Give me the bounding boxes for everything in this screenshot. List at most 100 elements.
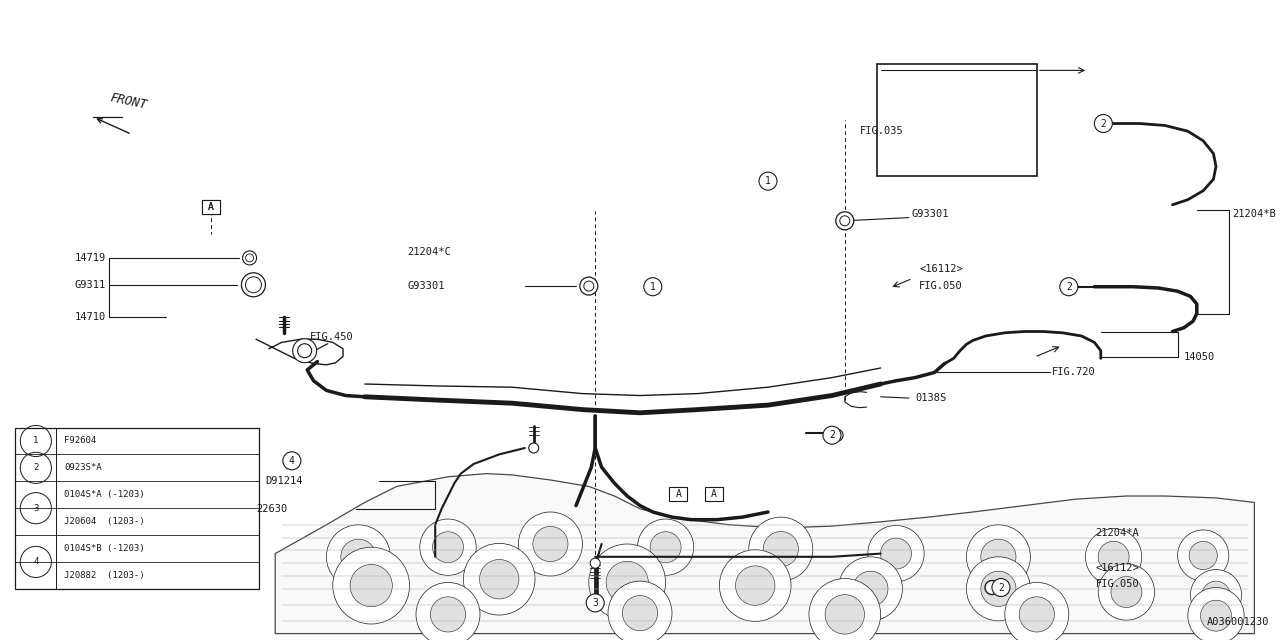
Bar xyxy=(877,64,1037,176)
Circle shape xyxy=(586,594,604,612)
Circle shape xyxy=(1178,530,1229,581)
Text: 1: 1 xyxy=(650,282,655,292)
Circle shape xyxy=(1098,541,1129,572)
Text: 14710: 14710 xyxy=(74,312,105,322)
Circle shape xyxy=(607,561,649,604)
Text: 14050: 14050 xyxy=(1184,352,1215,362)
Circle shape xyxy=(590,558,600,568)
Circle shape xyxy=(1085,529,1142,585)
Circle shape xyxy=(1060,278,1078,296)
Circle shape xyxy=(980,539,1016,575)
Text: 1: 1 xyxy=(765,176,771,186)
Circle shape xyxy=(646,280,659,294)
Circle shape xyxy=(420,519,476,575)
Circle shape xyxy=(644,278,662,296)
Circle shape xyxy=(293,339,316,363)
Text: 0104S*A (-1203): 0104S*A (-1203) xyxy=(64,490,145,499)
Circle shape xyxy=(1094,115,1112,132)
Circle shape xyxy=(529,443,539,453)
Text: 2: 2 xyxy=(1066,282,1071,292)
Text: 4: 4 xyxy=(289,456,294,466)
Text: 0104S*B (-1203): 0104S*B (-1203) xyxy=(64,544,145,553)
Circle shape xyxy=(826,595,864,634)
Circle shape xyxy=(736,566,774,605)
Circle shape xyxy=(986,580,998,595)
Text: 21204*A: 21204*A xyxy=(1096,528,1139,538)
Circle shape xyxy=(416,582,480,640)
Text: 0138S: 0138S xyxy=(915,393,946,403)
Text: A036001230: A036001230 xyxy=(1207,617,1270,627)
Circle shape xyxy=(433,532,463,563)
Circle shape xyxy=(992,579,1010,596)
Text: G9311: G9311 xyxy=(74,280,105,290)
Circle shape xyxy=(430,596,466,632)
Circle shape xyxy=(589,544,666,621)
Circle shape xyxy=(762,174,774,188)
Circle shape xyxy=(608,581,672,640)
Text: J20882  (1203-): J20882 (1203-) xyxy=(64,571,145,580)
Text: <16112>: <16112> xyxy=(1096,563,1139,573)
Circle shape xyxy=(809,579,881,640)
Text: <16112>: <16112> xyxy=(919,264,963,274)
Circle shape xyxy=(749,517,813,581)
Circle shape xyxy=(852,572,888,607)
Circle shape xyxy=(1098,564,1155,620)
Text: G93301: G93301 xyxy=(407,281,444,291)
Circle shape xyxy=(966,557,1030,621)
Text: A: A xyxy=(712,489,717,499)
Text: 2: 2 xyxy=(829,430,835,440)
Circle shape xyxy=(326,525,390,589)
Circle shape xyxy=(463,543,535,615)
Circle shape xyxy=(518,512,582,576)
Text: FIG.050: FIG.050 xyxy=(919,281,963,291)
Circle shape xyxy=(650,532,681,563)
Circle shape xyxy=(838,557,902,621)
Circle shape xyxy=(1111,577,1142,607)
Text: 1: 1 xyxy=(33,436,38,445)
Text: 2: 2 xyxy=(1101,118,1106,129)
Circle shape xyxy=(532,526,568,562)
Circle shape xyxy=(823,426,841,444)
Circle shape xyxy=(1097,116,1110,131)
Circle shape xyxy=(1190,570,1242,621)
Text: FIG.050: FIG.050 xyxy=(1096,579,1139,589)
Text: FRONT: FRONT xyxy=(109,91,148,111)
Text: 14719: 14719 xyxy=(74,253,105,263)
Circle shape xyxy=(480,559,518,599)
Text: 2: 2 xyxy=(998,582,1004,593)
Text: 21204*B: 21204*B xyxy=(1233,209,1276,220)
Circle shape xyxy=(243,251,256,265)
Text: J20604  (1203-): J20604 (1203-) xyxy=(64,517,145,526)
Circle shape xyxy=(868,525,924,582)
Circle shape xyxy=(580,277,598,295)
Text: FIG.035: FIG.035 xyxy=(860,126,904,136)
Text: 3: 3 xyxy=(33,504,38,513)
Polygon shape xyxy=(275,474,1254,634)
Circle shape xyxy=(980,572,1016,607)
Circle shape xyxy=(283,452,301,470)
Text: A: A xyxy=(209,202,214,212)
Text: 0923S*A: 0923S*A xyxy=(64,463,101,472)
Text: A: A xyxy=(209,202,214,212)
Circle shape xyxy=(622,595,658,631)
Circle shape xyxy=(1019,596,1055,632)
Circle shape xyxy=(1005,582,1069,640)
Text: G93301: G93301 xyxy=(911,209,948,220)
Circle shape xyxy=(719,550,791,621)
Text: FIG.450: FIG.450 xyxy=(310,332,353,342)
Circle shape xyxy=(881,538,911,569)
Text: 2: 2 xyxy=(33,463,38,472)
Circle shape xyxy=(1188,588,1244,640)
Circle shape xyxy=(333,547,410,624)
Text: 3: 3 xyxy=(593,598,598,608)
Text: 22630: 22630 xyxy=(256,504,287,514)
Circle shape xyxy=(340,539,376,575)
Circle shape xyxy=(1202,581,1230,609)
Circle shape xyxy=(1189,541,1217,570)
Circle shape xyxy=(298,344,311,358)
Circle shape xyxy=(351,564,392,607)
Circle shape xyxy=(966,525,1030,589)
Text: D91214: D91214 xyxy=(265,476,302,486)
Bar xyxy=(705,487,723,501)
Text: 21204*C: 21204*C xyxy=(407,246,451,257)
